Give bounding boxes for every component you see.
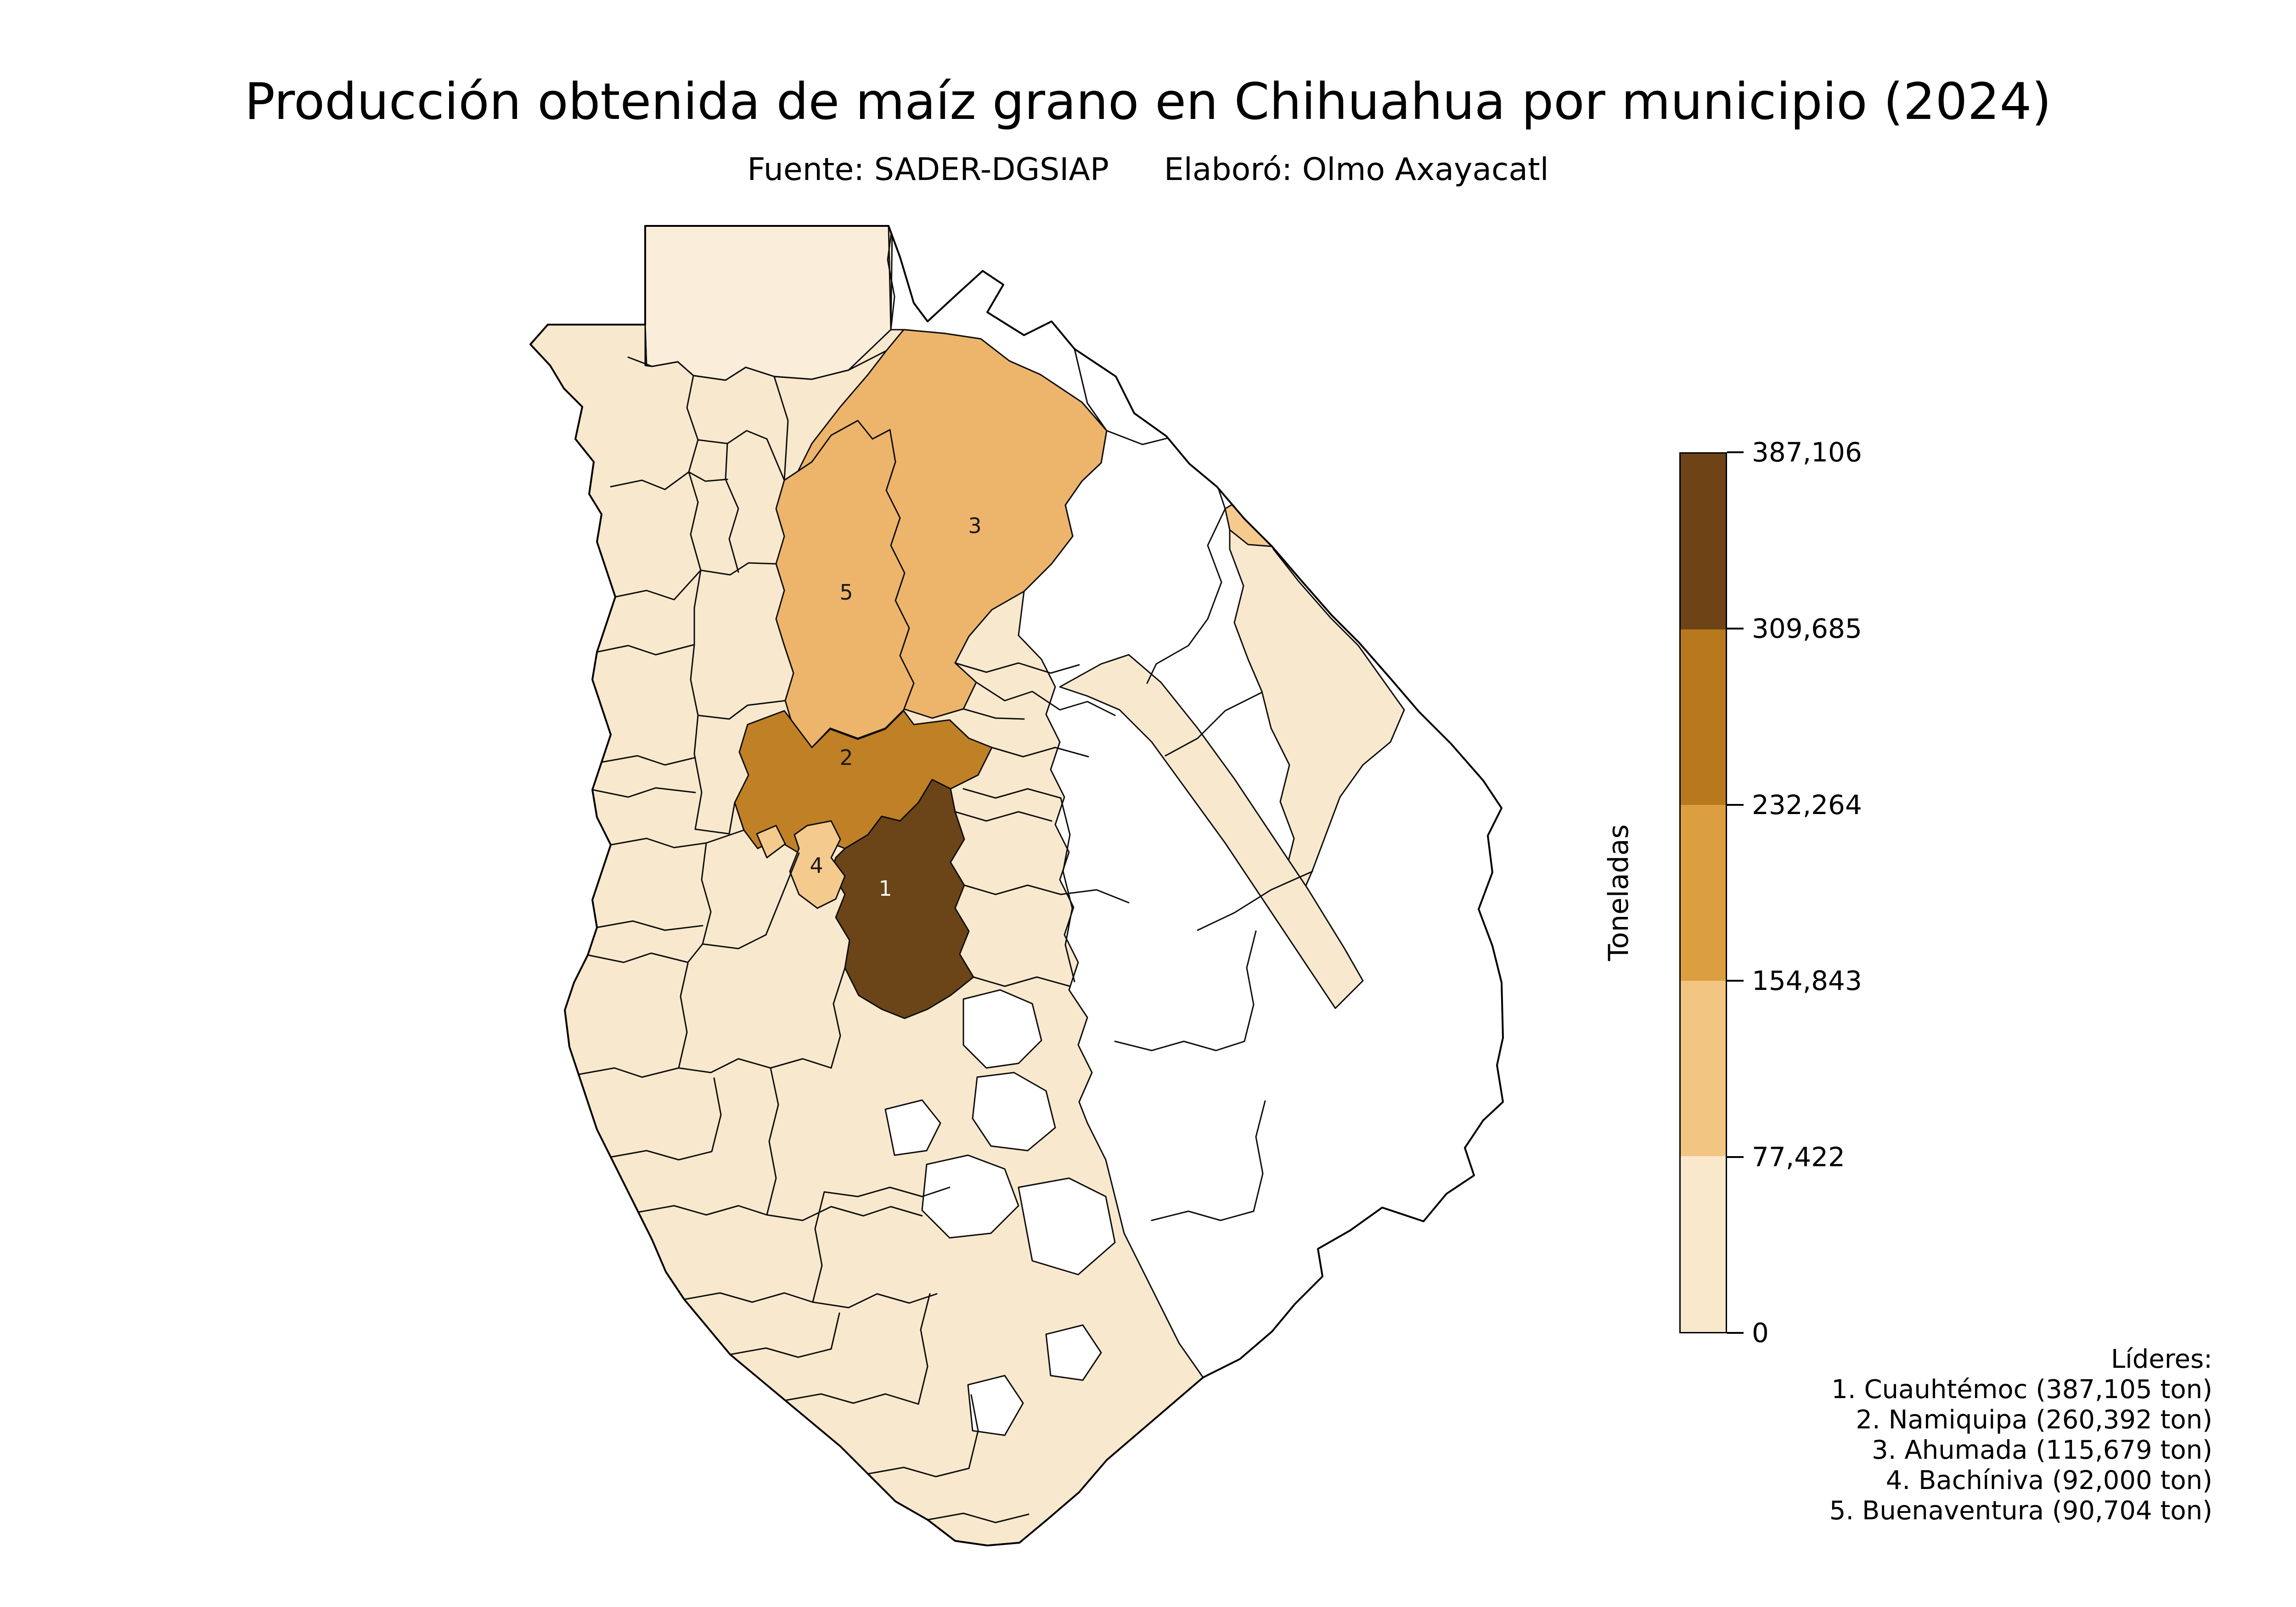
region-label-3: 3	[968, 513, 981, 538]
region-label-1: 1	[878, 876, 892, 901]
leader-item-5: 5. Buenaventura (90,704 ton)	[1829, 1496, 2212, 1526]
author-label: Elaboró: Olmo Axayacatl	[1164, 152, 1549, 188]
colorbar-tick-label: 232,264	[1752, 789, 1862, 820]
chart-subtitle: Fuente: SADER-DGSIAP Elaboró: Olmo Axayac…	[0, 152, 2296, 188]
municipality-cell	[644, 226, 892, 381]
leader-item-1: 1. Cuauhtémoc (387,105 ton)	[1831, 1375, 2212, 1405]
chart-title: Producción obtenida de maíz grano en Chi…	[244, 72, 2052, 131]
region-buenaventura	[775, 420, 915, 748]
colorbar-tick-label: 387,106	[1752, 437, 1862, 468]
no-data-region	[921, 1154, 1019, 1239]
leader-item-2: 2. Namiquipa (260,392 ton)	[1856, 1405, 2212, 1435]
municipal-boundaries	[578, 226, 1313, 1523]
no-data-region	[962, 989, 1042, 1069]
choropleth-map: 1 2 3 4 5	[490, 223, 1505, 1548]
no-data-region	[1045, 1324, 1102, 1381]
region-label-5: 5	[839, 580, 853, 605]
colorbar-tickmark	[1727, 1156, 1744, 1158]
leader-item-3: 3. Ahumada (115,679 ton)	[1872, 1435, 2212, 1465]
municipality-cell	[756, 825, 786, 859]
colorbar-tickmark	[1727, 628, 1744, 629]
no-data-region	[972, 1072, 1056, 1152]
colorbar-axis-label: Toneladas	[1603, 824, 1635, 961]
colorbar-band-2	[1681, 980, 1726, 1157]
colorbar-tickmark	[1727, 980, 1744, 982]
region-bachiniva	[789, 820, 846, 909]
source-label: Fuente: SADER-DGSIAP	[747, 152, 1109, 188]
colorbar-tick-label: 309,685	[1752, 613, 1862, 644]
leader-item-4: 4. Bachíniva (92,000 ton)	[1885, 1466, 2212, 1495]
colorbar-band-1	[1681, 1156, 1726, 1332]
colorbar-tick-label: 77,422	[1752, 1141, 1845, 1173]
chihuahua-map-svg: 1 2 3 4 5	[529, 225, 1504, 1546]
leaders-list: Líderes: 1. Cuauhtémoc (387,105 ton) 2. …	[1829, 1344, 2212, 1526]
colorbar-tickmark	[1727, 451, 1744, 453]
region-label-2: 2	[839, 745, 853, 770]
colorbar-band-3	[1681, 805, 1726, 981]
state-outline	[529, 225, 1504, 1546]
colorbar-tick-label: 0	[1752, 1317, 1769, 1349]
municipality-cell	[1059, 654, 1364, 1009]
region-label-4: 4	[810, 853, 823, 878]
no-data-region	[1018, 1177, 1116, 1275]
region-cuauhtemoc	[830, 779, 974, 1019]
colorbar-band-4	[1681, 629, 1726, 805]
colorbar-tickmark	[1727, 1332, 1744, 1334]
colorbar-band-5	[1681, 454, 1726, 629]
leaders-heading: Líderes:	[2110, 1344, 2212, 1374]
colorbar-tickmark	[1727, 804, 1744, 806]
municipality-cell	[1229, 498, 1405, 904]
no-data-region	[967, 1375, 1024, 1436]
colorbar	[1679, 452, 1727, 1333]
no-data-region	[884, 1099, 941, 1156]
colorbar-tick-label: 154,843	[1752, 965, 1862, 996]
